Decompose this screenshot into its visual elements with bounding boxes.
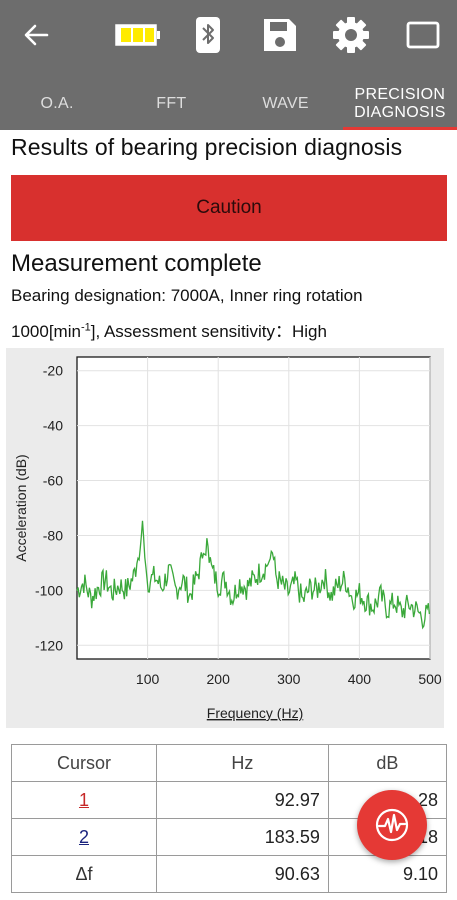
- header-db: dB: [327, 744, 448, 782]
- tab-label-line2: DIAGNOSIS: [354, 104, 446, 121]
- chart-grid: [77, 357, 431, 659]
- y-tick-labels: -20 -40 -60 -80 -100 -120: [35, 363, 63, 654]
- tab-oa[interactable]: O.A.: [0, 78, 114, 130]
- arrow-back-icon[interactable]: [16, 12, 56, 58]
- x-tick-label: 400: [348, 671, 372, 687]
- db-cell: 9.10: [327, 855, 448, 893]
- tab-precision-diagnosis-label: PRECISION DIAGNOSIS: [354, 86, 446, 122]
- table-row: 2 183.59 18: [11, 818, 448, 856]
- bluetooth-icon[interactable]: [188, 12, 228, 58]
- hz-cell: 90.63: [156, 855, 329, 893]
- plot-area: [76, 356, 431, 660]
- fft-chart[interactable]: -20 -40 -60 -80 -100 -120 100 200 300 400 500 Acc…: [6, 348, 444, 728]
- chart-svg: -20 -40 -60 -80 -100 -120 100 200 300 400 500 Acc…: [13, 356, 442, 721]
- table-header-row: Cursor Hz dB: [11, 744, 448, 782]
- x-tick-label: 300: [277, 671, 301, 687]
- tab-oa-label: O.A.: [40, 95, 74, 112]
- cursor-cell: Δf: [11, 855, 157, 893]
- cursor-1-link[interactable]: 1: [78, 789, 89, 810]
- tab-bar: O.A. FFT WAVE PRECISION DIAGNOSIS: [0, 78, 457, 130]
- x-tick-label: 200: [207, 671, 231, 687]
- series-line: [76, 520, 431, 630]
- hz-cell: 92.97: [156, 781, 329, 819]
- bearing-info: Bearing designation: 7000A, Inner ring r…: [11, 286, 363, 305]
- y-tick-label: -20: [43, 363, 63, 379]
- gear-icon[interactable]: [328, 12, 374, 58]
- y-tick-label: -60: [43, 473, 63, 489]
- save-icon[interactable]: [258, 12, 302, 58]
- cursor-cell: 2: [11, 818, 157, 856]
- page-title: Results of bearing precision diagnosis: [11, 134, 403, 160]
- cursor-cell: 1: [11, 781, 157, 819]
- waveform-action-button[interactable]: [357, 790, 427, 860]
- battery-icon[interactable]: [112, 12, 164, 58]
- status-banner: Caution: [11, 175, 447, 241]
- y-tick-label: -100: [35, 582, 63, 598]
- chart-series: [76, 520, 431, 630]
- x-tick-labels: 100 200 300 400 500: [136, 671, 442, 687]
- cursor-table: Cursor Hz dB 1 92.97 28 2 183.59 18 Δf 9…: [11, 744, 448, 893]
- tab-wave[interactable]: WAVE: [229, 78, 343, 130]
- sensitivity-info: ], Assessment sensitivity：High: [90, 322, 327, 341]
- tab-label-line1: PRECISION: [354, 86, 446, 103]
- rotation-value: 1000[min: [11, 322, 81, 341]
- header-cursor: Cursor: [11, 744, 157, 782]
- cursor-2-link[interactable]: 2: [78, 826, 89, 847]
- x-tick-label: 100: [136, 671, 160, 687]
- y-axis-label: Acceleration (dB): [13, 454, 29, 561]
- y-tick-label: -80: [43, 527, 63, 543]
- y-tick-label: -120: [35, 637, 63, 653]
- tab-fft-label: FFT: [156, 95, 187, 112]
- app-bar: O.A. FFT WAVE PRECISION DIAGNOSIS: [0, 0, 457, 130]
- tab-wave-label: WAVE: [262, 95, 309, 112]
- rotation-info: 1000[min-1], Assessment sensitivity：High: [11, 317, 327, 342]
- hz-cell: 183.59: [156, 818, 329, 856]
- header-hz: Hz: [156, 744, 329, 782]
- y-tick-label: -40: [43, 418, 63, 434]
- waveform-icon: [375, 808, 409, 842]
- window-icon[interactable]: [400, 12, 446, 58]
- status-label: Caution: [196, 197, 262, 218]
- x-axis-label: Frequency (Hz): [207, 705, 303, 721]
- x-tick-label: 500: [418, 671, 442, 687]
- tab-fft[interactable]: FFT: [114, 78, 228, 130]
- rotation-unit-exponent: -1: [80, 321, 91, 334]
- table-row: Δf 90.63 9.10: [11, 855, 448, 893]
- measurement-status: Measurement complete: [11, 250, 262, 277]
- tab-precision-diagnosis[interactable]: PRECISION DIAGNOSIS: [342, 78, 457, 130]
